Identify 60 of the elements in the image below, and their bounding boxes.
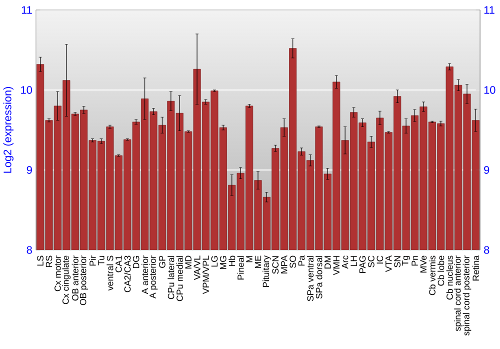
x-tick-label: OB posterior bbox=[80, 256, 88, 306]
x-tick-label: Pa bbox=[298, 256, 305, 266]
y2-tick-label: 10 bbox=[484, 86, 496, 94]
x-tick-label: Cx motor bbox=[54, 256, 61, 292]
x-tick-label: SCN bbox=[272, 256, 279, 274]
x-tick-label: Tu bbox=[98, 256, 104, 266]
x-tick-label: CA2/CA3 bbox=[124, 256, 131, 292]
x-tick-label: Cb nucleus bbox=[446, 256, 453, 300]
x-tick-label: CPu lateral bbox=[168, 256, 174, 300]
x-tick-label: LS bbox=[37, 256, 44, 266]
x-tick-label: SN bbox=[394, 256, 401, 268]
x-tick-label: VMH bbox=[333, 256, 340, 276]
x-tick-label: MD bbox=[185, 256, 192, 269]
x-tick-label: SC bbox=[368, 256, 374, 268]
x-tick-label: Hb bbox=[228, 256, 236, 266]
x-tick-label: Arc bbox=[342, 256, 348, 269]
x-tick-label: SPa ventral bbox=[306, 256, 314, 302]
y2-tick-label: 9 bbox=[484, 166, 490, 174]
x-tick-label: RS bbox=[46, 256, 52, 268]
x-tick-label: Cb vermis bbox=[428, 256, 436, 296]
y-tick-label: 10 bbox=[21, 86, 32, 94]
x-tick-label: LH bbox=[350, 256, 357, 266]
x-tick-label: SO bbox=[290, 256, 296, 268]
x-tick-label: Cb lobe bbox=[438, 256, 444, 286]
y2-tick-label: 11 bbox=[484, 6, 494, 14]
x-tick-label: DM bbox=[324, 256, 331, 269]
x-tick-label: Tg bbox=[402, 256, 410, 266]
x-tick-label: spinal cord anterior bbox=[454, 256, 462, 332]
y-tick-label: 9 bbox=[26, 166, 32, 174]
x-tick-label: GP bbox=[159, 256, 166, 268]
x-tick-label: A anterior bbox=[142, 256, 148, 294]
x-tick-label: ventral S bbox=[106, 256, 114, 291]
x-tick-label: PAG bbox=[359, 256, 366, 274]
x-tick-label: MG bbox=[220, 256, 226, 270]
x-tick-label: VPM/VPL bbox=[202, 256, 210, 294]
x-tick-label: CPu medial bbox=[176, 256, 183, 302]
x-tick-label: M bbox=[246, 256, 252, 262]
x-tick-label: MVe bbox=[420, 256, 427, 273]
x-tick-label: spinal cord posterior bbox=[462, 256, 472, 336]
x-tick-label: VA/VL bbox=[194, 256, 200, 280]
x-tick-label: IC bbox=[376, 256, 384, 264]
y-tick-label: 11 bbox=[22, 6, 32, 14]
x-tick-label: ME bbox=[254, 256, 262, 268]
x-tick-label: A posterior bbox=[149, 256, 158, 299]
x-tick-label: VTA bbox=[386, 256, 392, 272]
y-tick-label: 8 bbox=[26, 246, 32, 254]
x-tick-label: Cx cingulate bbox=[62, 256, 71, 304]
x-tick-label: MPA bbox=[281, 256, 288, 274]
x-tick-label: OB anterior bbox=[72, 256, 78, 301]
x-tick-label: Retina bbox=[472, 256, 479, 281]
x-tick-label: SPa dorsal bbox=[316, 256, 322, 299]
x-tick-label: Pn bbox=[412, 256, 418, 266]
y2-tick-label: 8 bbox=[484, 246, 490, 254]
x-tick-label: Pir bbox=[89, 256, 96, 266]
x-tick-label: DG bbox=[132, 256, 140, 268]
x-tick-label: LG bbox=[211, 256, 218, 267]
x-tick-label: Pituitary bbox=[262, 256, 271, 288]
x-tick-label: Pineal bbox=[237, 256, 244, 280]
x-tick-label: CA1 bbox=[116, 256, 122, 273]
y-axis-title: Log2 (expression) bbox=[3, 87, 14, 173]
